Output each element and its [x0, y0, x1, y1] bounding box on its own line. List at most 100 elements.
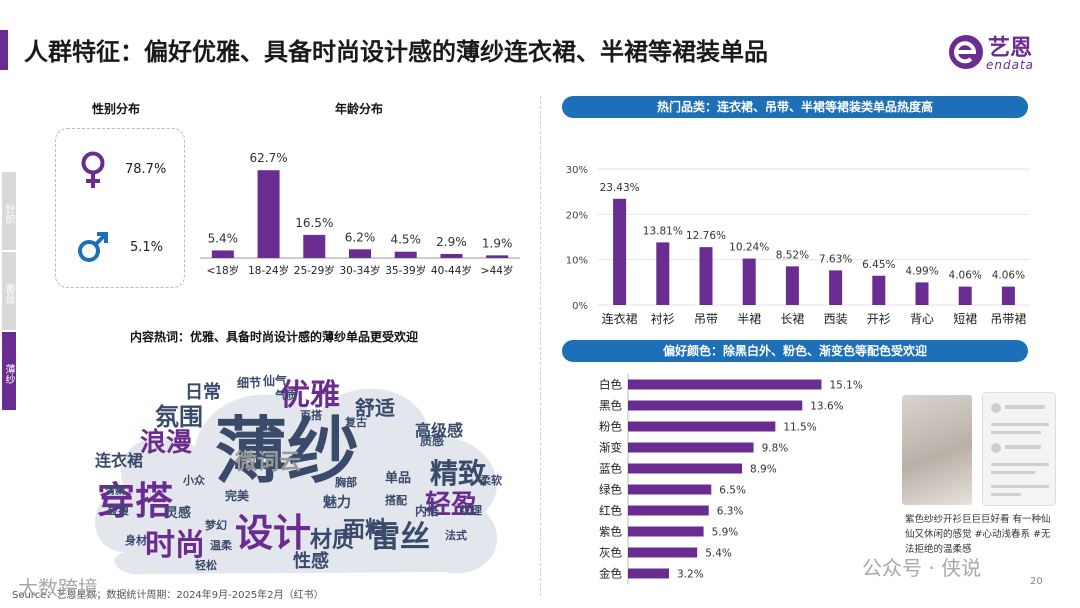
color-value-label: 8.9% — [750, 464, 777, 476]
word-cloud-term: 柔软 — [480, 474, 502, 487]
age-category-label: 25-29岁 — [294, 264, 335, 277]
hot-category-chart: 0% 10% 20% 30% 23.43% 连衣裙 13.81% 衬衫 12.76% 吊带 10.2… — [566, 165, 1030, 326]
color-category-label: 红色 — [599, 504, 622, 518]
color-category-label: 绿色 — [599, 483, 622, 497]
category-bar — [699, 247, 713, 305]
color-category-label: 蓝色 — [599, 462, 622, 476]
color-bar — [628, 463, 743, 474]
word-cloud-term: 内搭 — [415, 504, 440, 518]
word-cloud-term: 雷丝 — [370, 520, 430, 555]
male-percentage: 5.1% — [130, 240, 164, 255]
category-bar — [829, 270, 843, 305]
word-cloud-title: 内容热词：优雅、具备时尚设计感的薄纱单品更受欢迎 — [130, 330, 419, 344]
age-bar — [257, 170, 280, 258]
category-label: 短裙 — [953, 312, 977, 326]
word-cloud-term: 复古 — [345, 416, 367, 429]
age-value-label: 1.9% — [482, 236, 512, 250]
title-accent-bar — [0, 30, 8, 70]
color-value-label: 15.1% — [829, 380, 862, 392]
watermark-right: 公众号 · 侠说 — [862, 556, 982, 580]
color-bar — [628, 421, 776, 432]
post-screenshot[interactable] — [982, 392, 1056, 506]
word-cloud-term: 纹理 — [460, 504, 482, 517]
endata-logo-icon — [949, 35, 983, 69]
color-category-label: 黑色 — [599, 399, 622, 413]
word-cloud-term: 百搭 — [300, 409, 322, 422]
category-label: 连衣裙 — [602, 311, 638, 326]
color-bar — [628, 484, 712, 495]
color-category-label: 渐变 — [599, 441, 622, 455]
word-cloud-term: 连衣裙 — [95, 451, 144, 470]
color-chart-title: 偏好颜色：除黑白外、粉色、渐变色等配色受欢迎 — [562, 340, 1028, 362]
word-cloud-term: 浪漫 — [140, 428, 193, 458]
color-value-label: 5.4% — [705, 548, 732, 560]
page-number: 20 — [1030, 576, 1043, 587]
color-bar — [628, 379, 822, 390]
category-value-label: 4.06% — [992, 270, 1025, 282]
color-bar — [628, 505, 709, 516]
gender-title: 性别分布 — [92, 102, 141, 116]
cloud-shape-icon — [95, 388, 498, 575]
age-value-label: 2.9% — [436, 235, 467, 249]
word-cloud-term: 搭配 — [385, 494, 407, 507]
category-value-label: 8.52% — [776, 249, 809, 261]
color-category-label: 灰色 — [599, 546, 622, 560]
category-label: 半裙 — [737, 312, 761, 326]
age-category-label: 40-44岁 — [431, 264, 472, 277]
word-cloud-term: 胸部 — [335, 476, 357, 489]
word-cloud-term: 材质 — [310, 528, 355, 553]
post-photo[interactable] — [902, 395, 972, 505]
color-value-label: 6.3% — [717, 506, 744, 518]
age-value-label: 6.2% — [345, 230, 376, 244]
age-bar — [211, 250, 234, 258]
word-cloud-term: 设计 — [235, 511, 312, 555]
color-category-label: 白色 — [599, 378, 622, 392]
side-tab-chiffon[interactable]: 薄纱 — [2, 332, 16, 410]
word-cloud-term: 高级感 — [415, 421, 464, 440]
word-cloud-term: 身材 — [125, 534, 147, 547]
age-category-label: <18岁 — [207, 264, 240, 277]
word-cloud-term: 轻松 — [195, 559, 217, 572]
word-cloud-term: 清新 — [105, 486, 125, 497]
word-cloud-term: 梦幻 — [205, 519, 227, 532]
word-cloud-term: 灵感 — [165, 506, 192, 521]
word-cloud-term: 薄纱 — [215, 409, 360, 493]
color-value-label: 11.5% — [783, 422, 816, 434]
female-symbol-icon — [81, 151, 105, 188]
category-y-tick: 20% — [566, 210, 588, 221]
category-value-label: 10.24% — [729, 242, 769, 254]
category-bar — [958, 286, 972, 305]
category-label: 衬衫 — [651, 312, 675, 326]
word-cloud-term: 精致 — [430, 457, 487, 490]
age-bar — [303, 234, 326, 258]
color-value-label: 5.9% — [712, 527, 739, 539]
side-tab-knit[interactable]: 针织 — [2, 172, 16, 250]
category-label: 长裙 — [780, 312, 804, 326]
vertical-divider — [540, 96, 541, 596]
category-bar — [915, 282, 929, 305]
age-category-label: 35-39岁 — [385, 264, 426, 277]
gender-panel — [55, 128, 185, 288]
side-tab-lace[interactable]: 蕾丝 — [2, 252, 16, 330]
word-cloud-term: 优雅 — [280, 378, 340, 413]
age-category-label: 18-24岁 — [248, 264, 289, 277]
word-cloud-term: 日常 — [185, 382, 221, 403]
word-cloud-term: 性感 — [293, 551, 329, 572]
age-value-label: 5.4% — [208, 231, 239, 245]
color-bar — [628, 442, 754, 453]
age-bar — [486, 255, 509, 258]
age-value-label: 4.5% — [390, 233, 421, 247]
word-cloud-term: 气质 — [275, 389, 297, 402]
color-value-label: 13.6% — [810, 401, 843, 413]
age-distribution-chart: 5.4% <18岁 62.7% 18-24岁 16.5% 25-29岁 6.2% 30-34岁… — [200, 151, 520, 277]
word-cloud-term: 魅力 — [323, 495, 351, 511]
word-cloud-term: 时尚 — [145, 528, 205, 563]
category-label: 背心 — [910, 312, 934, 326]
category-bar — [656, 242, 670, 305]
word-cloud-term: 温柔 — [210, 539, 232, 552]
logo-text: 艺恩 — [988, 36, 1033, 61]
age-value-label: 62.7% — [250, 151, 288, 165]
word-cloud-term: 细节 — [237, 376, 262, 390]
color-bar — [628, 547, 698, 558]
color-value-label: 9.8% — [762, 443, 789, 455]
